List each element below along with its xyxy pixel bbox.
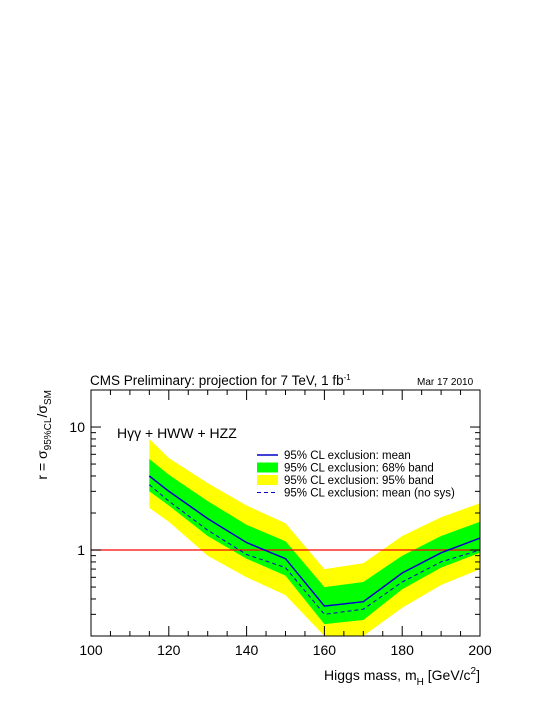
legend-label: 95% CL exclusion: 68% band bbox=[284, 463, 434, 475]
x-tick-label: 200 bbox=[468, 642, 492, 658]
x-tick-label: 140 bbox=[235, 642, 259, 658]
x-tick-label: 180 bbox=[391, 642, 415, 658]
y-tick-label: 10 bbox=[69, 419, 85, 435]
x-tick-label: 120 bbox=[157, 642, 181, 658]
legend-item-mean-nosys: 95% CL exclusion: mean (no sys) bbox=[257, 488, 455, 500]
chart-title-superscript: -1 bbox=[344, 373, 352, 382]
x-axis-label: Higgs mass, mH [GeV/c2] bbox=[324, 666, 480, 688]
bands-layer bbox=[149, 438, 481, 636]
ticks-layer: 100 120 140 160 180 200 1 10 bbox=[69, 389, 492, 658]
legend-label: 95% CL exclusion: mean (no sys) bbox=[284, 488, 455, 500]
legend-item-68-band: 95% CL exclusion: 68% band bbox=[257, 462, 434, 475]
legend-swatch bbox=[257, 475, 278, 485]
x-tick-label: 160 bbox=[313, 642, 337, 658]
process-label: Hγγ + HWW + HZZ bbox=[117, 425, 237, 441]
mean-line bbox=[148, 475, 481, 607]
lines-layer bbox=[148, 475, 481, 615]
chart-title: CMS Preliminary: projection for 7 TeV, 1… bbox=[90, 373, 351, 388]
legend-item-95-band: 95% CL exclusion: 95% band bbox=[257, 475, 434, 487]
band-68-area bbox=[149, 459, 481, 625]
chart-date: Mar 17 2010 bbox=[417, 377, 474, 388]
x-tick-label: 100 bbox=[79, 642, 103, 658]
legend-item-mean: 95% CL exclusion: mean bbox=[257, 450, 411, 462]
y-axis-label: r = σ95%CL/σSM bbox=[34, 390, 54, 480]
legend-swatch bbox=[257, 462, 278, 473]
legend-label: 95% CL exclusion: mean bbox=[284, 450, 411, 462]
y-tick-label: 1 bbox=[77, 542, 85, 558]
mean-nosys-line bbox=[148, 484, 481, 615]
legend-label: 95% CL exclusion: 95% band bbox=[284, 475, 434, 487]
